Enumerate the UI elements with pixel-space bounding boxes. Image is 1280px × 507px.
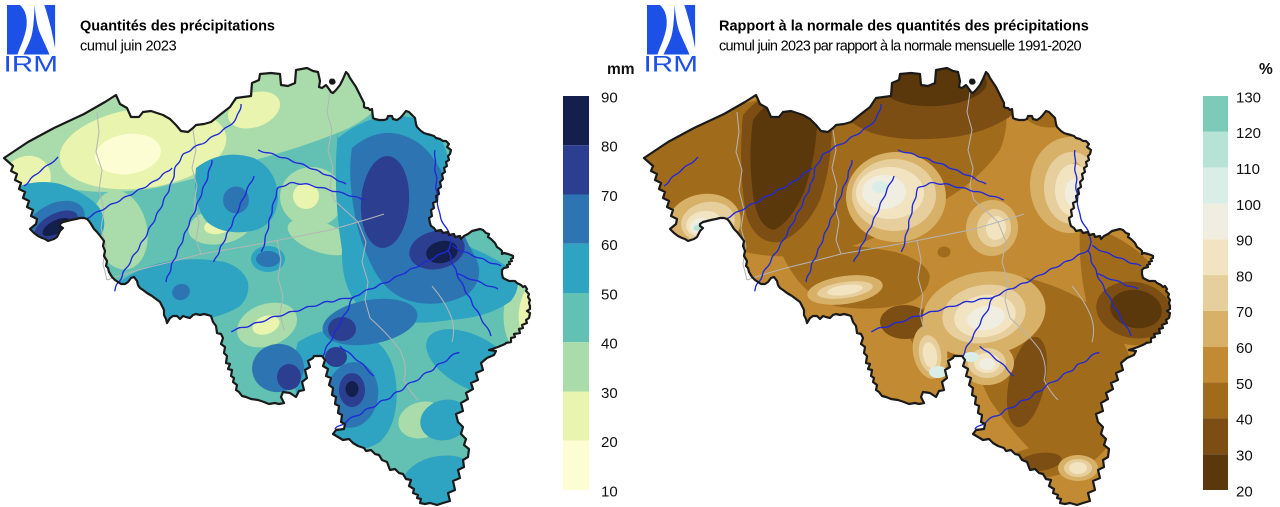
svg-text:90: 90 (1236, 233, 1253, 250)
svg-text:50: 50 (601, 286, 618, 303)
svg-text:120: 120 (1236, 125, 1261, 142)
svg-text:10: 10 (601, 483, 618, 500)
svg-text:cumul juin 2023: cumul juin 2023 (80, 39, 177, 55)
svg-text:30: 30 (601, 385, 618, 402)
svg-text:IRM: IRM (4, 52, 59, 77)
svg-text:50: 50 (1236, 376, 1253, 393)
svg-text:130: 130 (1236, 89, 1261, 106)
svg-text:Quantités des précipitations: Quantités des précipitations (80, 19, 275, 35)
svg-text:Rapport à la normale des quant: Rapport à la normale des quantités des p… (719, 19, 1089, 35)
svg-text:20: 20 (601, 434, 618, 451)
svg-text:%: % (1259, 61, 1273, 78)
svg-text:40: 40 (1236, 412, 1253, 429)
svg-text:mm: mm (607, 61, 635, 78)
svg-text:20: 20 (1236, 483, 1253, 500)
svg-text:90: 90 (601, 89, 618, 106)
svg-text:40: 40 (601, 336, 618, 353)
svg-text:80: 80 (1236, 268, 1253, 285)
svg-text:30: 30 (1236, 448, 1253, 465)
svg-text:100: 100 (1236, 197, 1261, 214)
svg-text:80: 80 (601, 139, 618, 156)
svg-text:60: 60 (1236, 340, 1253, 357)
svg-text:60: 60 (601, 237, 618, 254)
svg-text:70: 70 (1236, 304, 1253, 321)
svg-text:110: 110 (1236, 161, 1260, 178)
svg-text:70: 70 (601, 188, 618, 205)
svg-text:cumul juin 2023 par rapport à: cumul juin 2023 par rapport à la normale… (719, 39, 1081, 55)
